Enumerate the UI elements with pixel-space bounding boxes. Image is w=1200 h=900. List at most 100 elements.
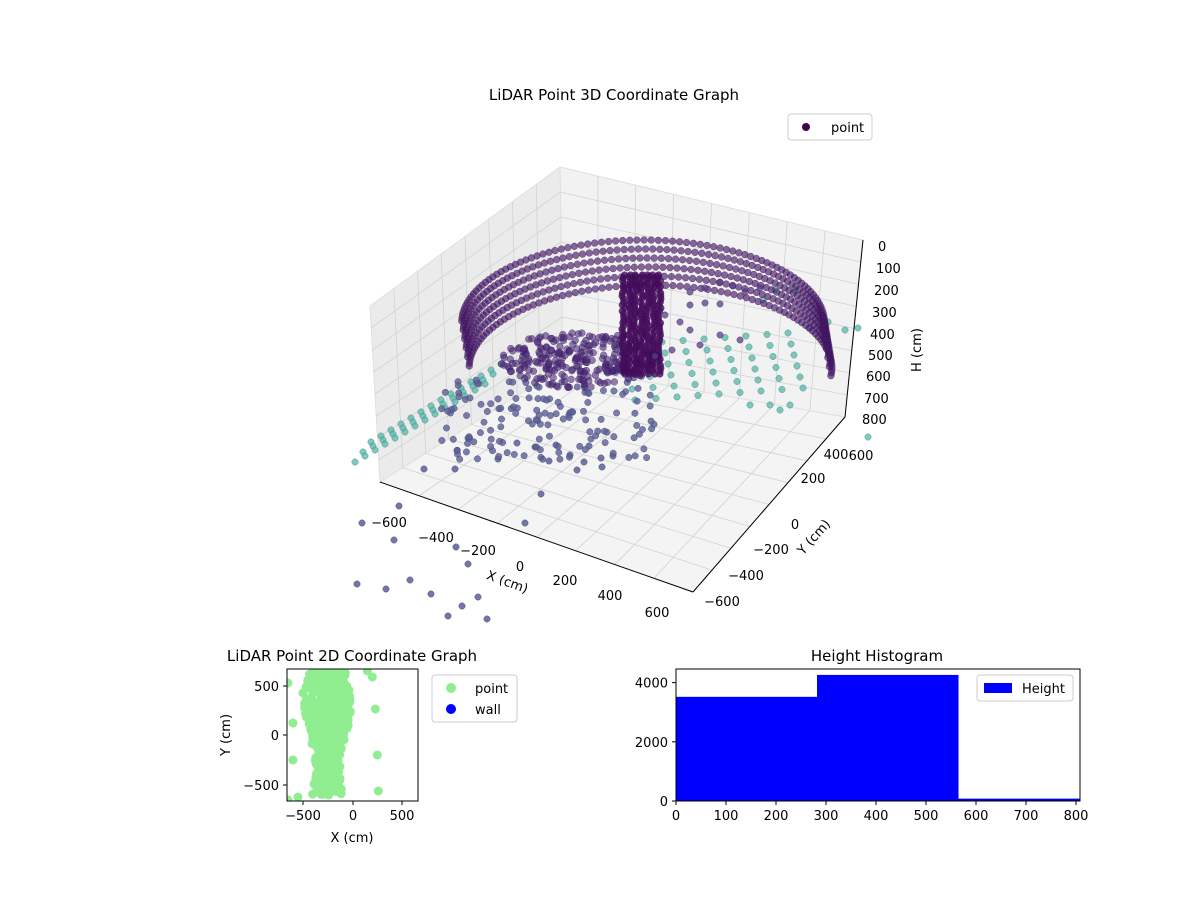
point-3d [646,402,654,410]
point-3d [584,372,592,380]
point-3d [691,248,699,256]
point-3d [688,370,696,377]
point-3d [648,425,655,433]
point-3d [597,415,605,423]
point-3d [573,345,581,353]
point-3d [754,376,762,384]
point-3d [582,416,590,424]
point-3d [864,433,872,441]
point-cloud-2d [287,669,383,801]
point-3d [601,427,608,435]
point-3d [733,274,741,282]
point-3d [602,367,610,375]
point-3d [715,390,723,398]
point-3d [679,337,687,344]
point-3d [668,237,677,245]
point-3d [604,237,613,246]
point-2d [333,776,343,786]
point-3d [682,348,690,355]
point-3d [628,385,636,393]
z-tick-label: 500 [868,349,893,364]
point-3d [631,452,639,460]
point-3d [663,246,671,254]
point-3d [612,282,620,291]
point-2d [311,715,321,725]
point-2d [372,750,382,760]
legend-hist-box [976,674,1074,702]
point-3d [546,257,555,265]
point-3d [643,254,651,262]
point-3d [712,379,720,387]
point-3d [703,241,711,249]
point-3d [591,239,599,247]
point-3d [701,299,709,307]
point-3d [512,395,520,402]
point-3d [411,422,419,430]
point-3d [406,576,414,584]
z-tick-label: 200 [874,284,899,299]
point-3d [525,357,533,365]
point-3d [580,407,587,415]
point-3d [730,367,738,374]
z-tick-label: 800 [862,413,887,428]
point-3d [444,407,452,415]
point-3d [477,400,485,408]
y-tick-group-hist: 0 2000 4000 [635,677,676,810]
point-3d [395,502,403,510]
point-3d [676,318,684,326]
point-3d [695,275,703,283]
point-3d [735,283,743,291]
point-3d [591,285,599,293]
point-3d [659,263,667,271]
point-3d [570,242,578,250]
point-3d [719,262,727,270]
grid-line [561,291,852,352]
point-3d [547,412,554,419]
point-3d [555,449,563,456]
point-3d [474,593,482,601]
point-3d [669,282,677,290]
point-3d [706,357,714,365]
z-tick-label: 300 [872,306,897,321]
point-2d [313,782,323,792]
point-3d [736,336,744,344]
point-3d [594,257,602,265]
point-3d [578,287,586,295]
point-3d [721,271,729,279]
point-3d [690,283,698,292]
point-3d [724,254,732,263]
point-2d [287,678,293,688]
point-3d [724,345,732,352]
point-3d [542,268,550,276]
point-3d [739,276,747,284]
point-3d [841,326,849,334]
point-3d [784,329,792,337]
grid-line [738,212,750,399]
point-2d [319,688,329,698]
point-3d [525,385,533,393]
point-3d [711,252,719,260]
point-3d [629,254,637,262]
point-2d [327,706,337,716]
z-tick-group: 0 100 200 300 400 500 600 700 800 [862,240,901,428]
point-2d [325,776,335,786]
point-3d [586,428,594,436]
point-3d [549,275,558,283]
point-2d [323,767,333,777]
point-3d [560,377,568,385]
point-3d [742,332,750,340]
point-3d [567,375,575,383]
point-3d [622,254,630,263]
point-3d [542,355,550,363]
point-3d [610,273,619,282]
point-3d [535,348,543,356]
point-3d [615,255,623,263]
point-3d [554,383,562,391]
legend-3d-point-label: point [831,121,864,136]
point-3d [471,386,479,394]
point-3d [547,381,555,389]
point-3d [477,429,484,437]
point-3d [604,378,612,386]
legend-2d: point wall [431,674,518,723]
point-3d [694,266,702,274]
